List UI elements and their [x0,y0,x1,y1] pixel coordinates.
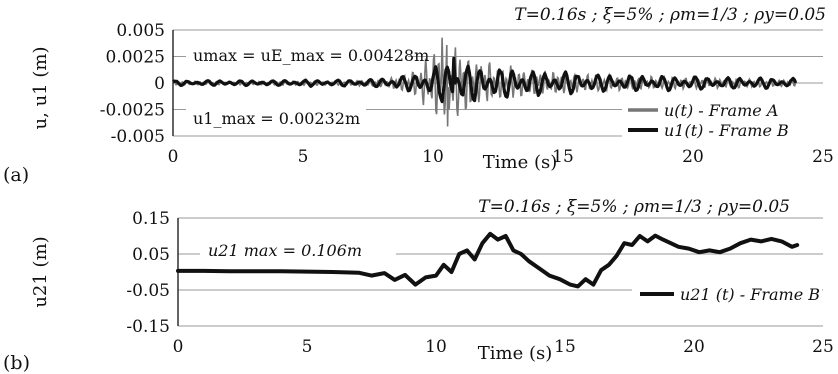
panel-b-x-tick-labels: 0 5 10 15 20 25 [173,337,834,357]
panel-a-y-tick-labels: 0.005 0.0025 0 -0.0025 -0.005 [100,21,165,147]
panel-a-y-axis-label: u, u1 (m) [30,47,51,130]
panel-a-x-tick-label: 0 [168,147,179,167]
panel-b-x-tick-label: 25 [812,337,834,357]
panel-a-x-axis-label: Time (s) [483,152,558,173]
panel-b-y-tick-label: -0.15 [126,317,170,337]
panel-a-annotation-u1max: u1_max = 0.00232m [193,109,360,128]
panel-b-legend-label-u21: u21 (t) - Frame B [680,285,820,304]
panel-b-x-tick-label: 0 [173,337,184,357]
panel-a-legend-label-u1: u1(t) - Frame B [664,121,789,140]
panel-b-y-tick-label: -0.05 [126,281,170,301]
panel-a-params: T=0.16s ; ξ=5% ; ρm=1/3 ; ρy=0.05 [514,5,826,25]
panel-a-y-tick-label: 0.0025 [106,48,165,68]
panel-a-x-tick-label: 25 [812,147,834,167]
panel-b-params: T=0.16s ; ξ=5% ; ρm=1/3 ; ρy=0.05 [478,197,790,217]
panel-b-x-axis-label: Time (s) [478,343,553,364]
panel-b-y-axis-label: u21 (m) [30,236,51,307]
panel-a-chart: 0.005 0.0025 0 -0.0025 -0.005 0 5 10 15 20 25 T=0… [3,5,834,186]
panel-a-y-tick-label: -0.0025 [100,101,165,121]
panel-a-annotation-1-bg [186,44,408,66]
panel-b-x-tick-label: 20 [683,337,705,357]
panel-a-series [172,37,798,127]
panel-b-y-tick-label: 0.15 [132,209,170,229]
panel-b-series [176,231,800,289]
panel-a-y-tick-label: 0.005 [116,21,165,41]
panel-a-x-tick-label: 5 [298,147,309,167]
panel-a-x-tick-labels: 0 5 10 15 20 25 [168,147,834,167]
panel-b-y-tick-labels: 0.15 0.05 -0.05 -0.15 [126,209,170,337]
panel-b-annotation-bg [200,238,396,262]
panel-b-x-tick-label: 10 [425,337,447,357]
panel-a-annotation-umax: umax = uE_max = 0.00428m [193,46,429,65]
panel-a-label: (a) [3,164,29,186]
panel-a-x-tick-label: 10 [422,147,444,167]
panel-b-legend: u21 (t) - Frame B [632,280,822,306]
series-u1-frame-b-line [172,56,798,104]
panel-a-x-tick-label: 15 [552,147,574,167]
panel-b-y-tick-label: 0.05 [132,245,170,265]
panel-b-x-tick-label: 5 [302,337,313,357]
panel-a-legend: u(t) - Frame A u1(t) - Frame B [622,99,828,140]
panel-a-y-tick-label: -0.005 [111,127,165,147]
panel-a-annotation-2-bg [186,106,366,128]
panel-a-y-tick-label: 0 [154,74,165,94]
series-u21-frame-b-line [176,231,800,289]
panel-b-annotation-u21max: u21 max = 0.106m [208,241,362,260]
panel-a-legend-label-u: u(t) - Frame A [664,101,778,120]
panel-a-x-tick-label: 20 [682,147,704,167]
panel-b-label: (b) [3,352,30,374]
panel-a-legend-bg [622,99,828,139]
panel-b-x-tick-label: 15 [554,337,576,357]
panel-b-chart: 0.15 0.05 -0.05 -0.15 0 5 10 15 20 25 T=0.16s ; … [3,197,834,374]
